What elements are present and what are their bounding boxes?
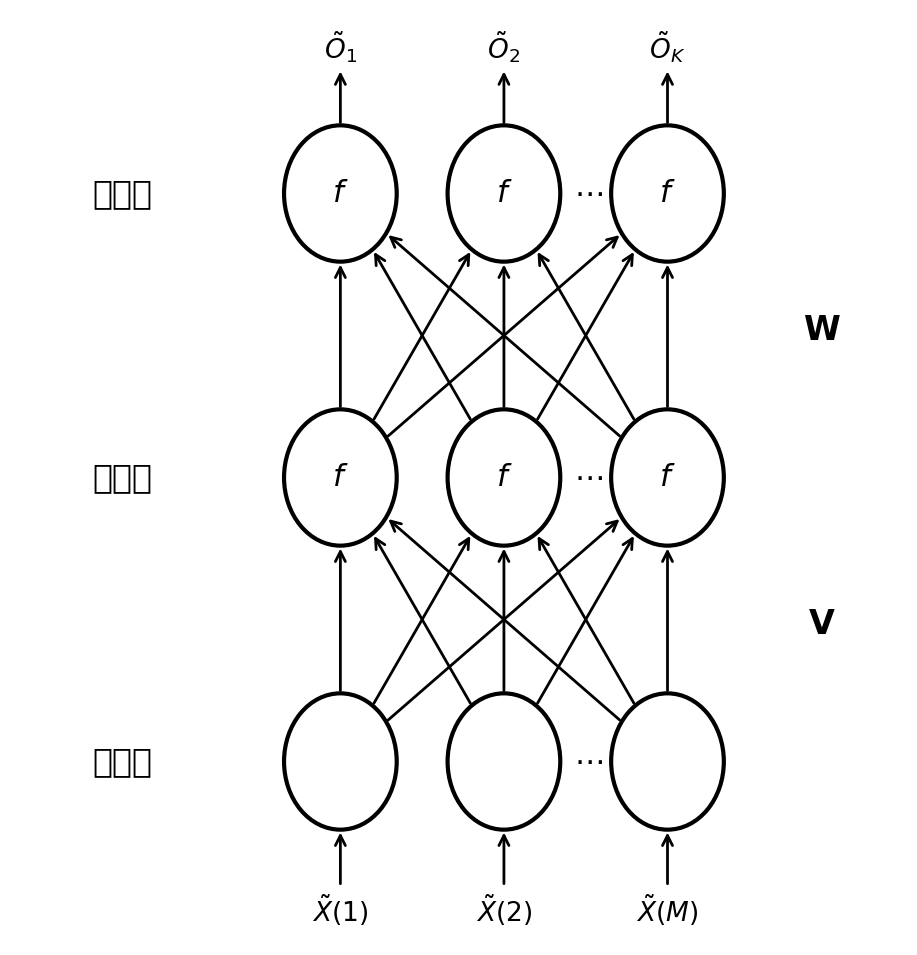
Text: $\cdots$: $\cdots$ — [574, 747, 602, 776]
Ellipse shape — [447, 410, 560, 545]
Text: $f$: $f$ — [496, 179, 513, 208]
Ellipse shape — [447, 125, 560, 262]
Ellipse shape — [284, 125, 397, 262]
Text: $f$: $f$ — [496, 463, 513, 492]
Text: $\cdots$: $\cdots$ — [574, 463, 602, 492]
Text: $\tilde{O}_2$: $\tilde{O}_2$ — [488, 29, 521, 65]
Text: $\tilde{X}(2)$: $\tilde{X}(2)$ — [476, 893, 532, 927]
Ellipse shape — [284, 693, 397, 830]
Ellipse shape — [611, 125, 724, 262]
Text: 隐含层: 隐含层 — [93, 461, 152, 494]
Ellipse shape — [447, 693, 560, 830]
Text: $\cdots$: $\cdots$ — [574, 179, 602, 208]
Text: V: V — [809, 607, 834, 641]
Text: $\tilde{X}(1)$: $\tilde{X}(1)$ — [312, 893, 369, 927]
Text: $f$: $f$ — [659, 463, 676, 492]
Text: $f$: $f$ — [332, 463, 348, 492]
Text: 输入层: 输入层 — [93, 745, 152, 778]
Text: $\tilde{O}_1$: $\tilde{O}_1$ — [324, 29, 357, 65]
Ellipse shape — [284, 410, 397, 545]
Ellipse shape — [611, 410, 724, 545]
Text: 输出层: 输出层 — [93, 177, 152, 210]
Ellipse shape — [611, 693, 724, 830]
Text: $\tilde{X}(M)$: $\tilde{X}(M)$ — [636, 893, 699, 927]
Text: $\tilde{O}_K$: $\tilde{O}_K$ — [649, 29, 686, 65]
Text: W: W — [803, 314, 840, 348]
Text: $f$: $f$ — [332, 179, 348, 208]
Text: $f$: $f$ — [659, 179, 676, 208]
